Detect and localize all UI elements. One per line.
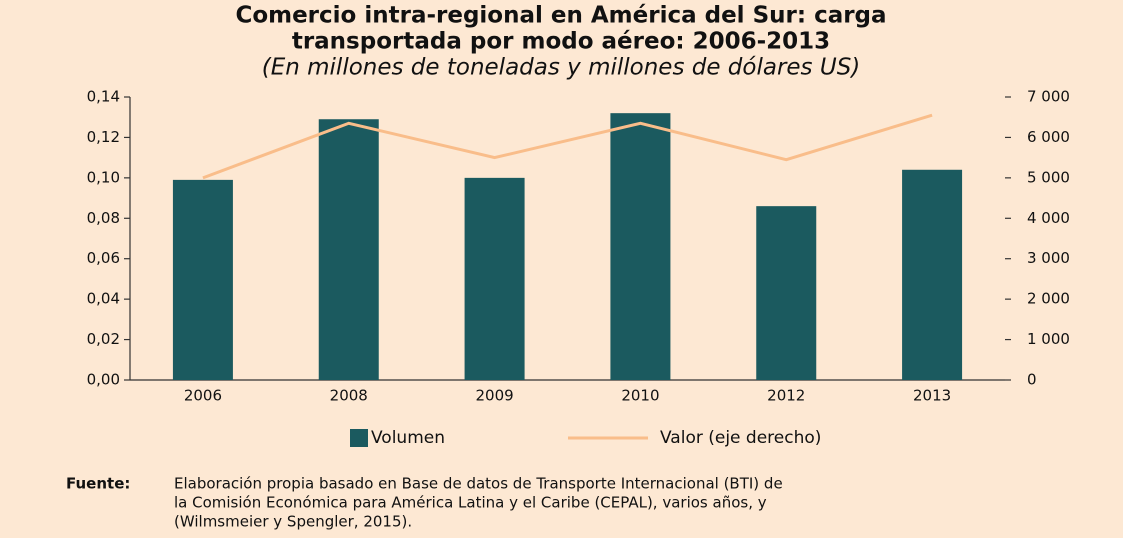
chart-title: Comercio intra-regional en América del S… — [235, 3, 886, 29]
bar — [610, 113, 671, 381]
legend-label: Valor (eje derecho) — [660, 428, 821, 448]
y-tick-label: 0,12 — [87, 128, 120, 146]
y2-tick-label: 2 000 — [1027, 290, 1070, 308]
y2-tick-label: 1 000 — [1027, 330, 1070, 348]
bar — [172, 179, 233, 380]
y-tick-label: 0,14 — [87, 88, 120, 106]
y2-tick-label: 3 000 — [1027, 249, 1070, 267]
bar — [902, 169, 963, 380]
x-tick-label: 2010 — [621, 387, 659, 405]
x-tick-label: 2013 — [913, 387, 951, 405]
y2-tick-label: 4 000 — [1027, 209, 1070, 227]
source-label: Fuente: — [66, 475, 130, 493]
bar — [756, 206, 817, 380]
y-tick-label: 0,08 — [87, 209, 120, 227]
y2-tick-label: 6 000 — [1027, 128, 1070, 146]
source-text: Elaboración propia basado en Base de dat… — [174, 475, 783, 493]
bar — [464, 177, 525, 380]
y-tick-label: 0,02 — [87, 330, 120, 348]
x-tick-label: 2006 — [184, 387, 222, 405]
y2-tick-label: 5 000 — [1027, 168, 1070, 186]
x-tick-label: 2012 — [767, 387, 805, 405]
line-series — [202, 113, 933, 180]
y-tick-label: 0,10 — [87, 168, 120, 186]
y-tick-label: 0,00 — [87, 371, 120, 389]
chart-subtitle: (En millones de toneladas y millones de … — [262, 55, 861, 81]
legend-swatch — [350, 429, 368, 447]
source-text: (Wilmsmeier y Spengler, 2015). — [174, 513, 412, 531]
y2-tick-label: 0 — [1027, 371, 1037, 389]
bar — [318, 119, 379, 380]
y2-tick-label: 7 000 — [1027, 88, 1070, 106]
x-tick-label: 2008 — [330, 387, 368, 405]
chart-title: transportada por modo aéreo: 2006-2013 — [292, 29, 830, 55]
y-tick-label: 0,06 — [87, 249, 120, 267]
x-tick-label: 2009 — [475, 387, 513, 405]
legend-label: Volumen — [371, 428, 445, 448]
y-tick-label: 0,04 — [87, 290, 120, 308]
source-text: la Comisión Económica para América Latin… — [174, 494, 767, 512]
